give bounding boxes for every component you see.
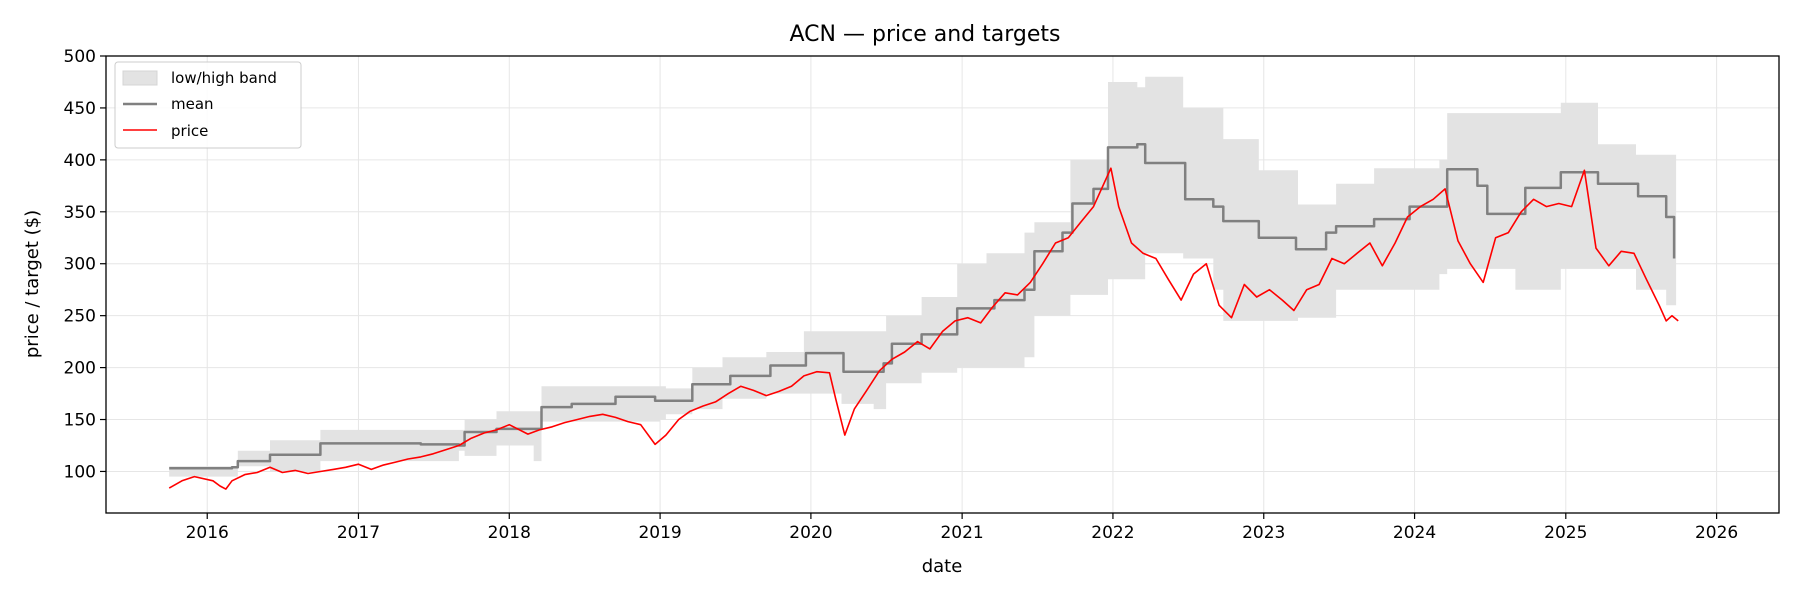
x-axis-label: date	[922, 556, 963, 577]
chart-title: ACN — price and targets	[790, 22, 1061, 47]
y-axis-ticks: 100 150 200 250 300 350 400 450 500	[64, 47, 106, 482]
y-tick-label: 350	[64, 203, 96, 223]
x-tick-label: 2023	[1242, 523, 1285, 543]
y-tick-label: 300	[64, 255, 96, 275]
x-axis-ticks: 2016 2017 2018 2019 2020 2021 2022 2023 2024 2025…	[186, 513, 1738, 543]
legend-box	[114, 61, 302, 149]
mean-layer	[169, 143, 1676, 470]
mean-line	[169, 143, 1676, 470]
x-tick-label: 2021	[940, 523, 983, 543]
y-axis-label: price / target ($)	[22, 210, 43, 358]
band-layer	[169, 76, 1677, 477]
y-tick-label: 200	[64, 359, 96, 379]
price-line	[168, 167, 1679, 490]
x-tick-label: 2019	[638, 523, 681, 543]
x-tick-label: 2017	[337, 523, 380, 543]
y-tick-label: 500	[64, 47, 96, 67]
y-tick-label: 400	[64, 151, 96, 171]
band-area	[169, 76, 1677, 477]
price-layer	[168, 167, 1679, 490]
x-tick-label: 2026	[1695, 523, 1738, 543]
legend-swatch-band	[122, 70, 158, 86]
legend: low/high band mean price	[114, 61, 302, 149]
y-tick-label: 250	[64, 307, 96, 327]
x-tick-label: 2018	[488, 523, 531, 543]
x-tick-label: 2022	[1091, 523, 1134, 543]
legend-label-band: low/high band	[171, 69, 277, 87]
y-tick-label: 450	[64, 99, 96, 119]
y-tick-label: 100	[64, 462, 96, 482]
legend-label-mean: mean	[171, 95, 214, 113]
y-tick-label: 150	[64, 411, 96, 431]
plot-area-frame	[105, 55, 1780, 514]
x-tick-label: 2025	[1544, 523, 1587, 543]
x-tick-label: 2024	[1393, 523, 1436, 543]
x-tick-label: 2016	[186, 523, 229, 543]
legend-label-price: price	[171, 122, 208, 140]
x-tick-label: 2020	[789, 523, 832, 543]
